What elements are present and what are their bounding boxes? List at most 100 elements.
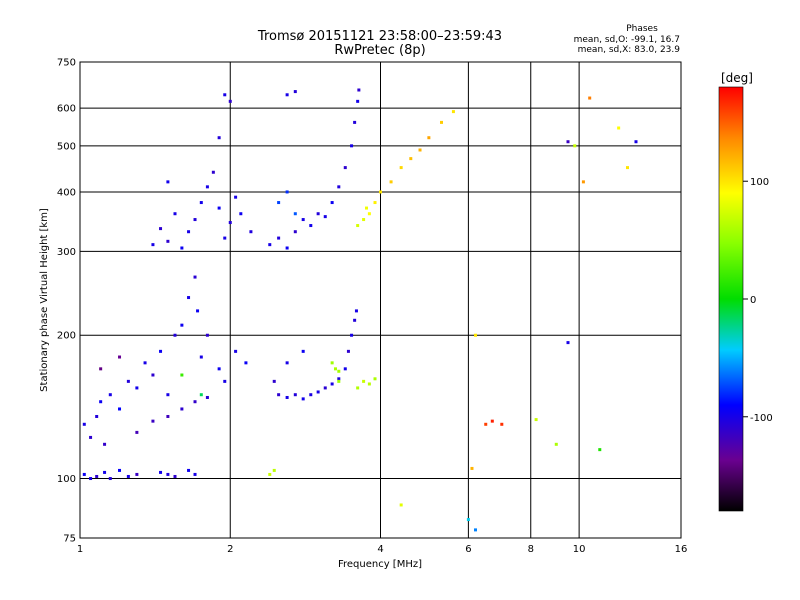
data-point bbox=[193, 275, 197, 279]
data-point bbox=[354, 309, 358, 313]
data-point bbox=[193, 472, 197, 476]
data-point bbox=[277, 393, 281, 397]
data-point bbox=[573, 144, 577, 148]
data-point bbox=[427, 136, 431, 140]
data-point bbox=[211, 170, 215, 174]
data-point bbox=[330, 201, 334, 205]
x-tick-label: 10 bbox=[573, 544, 586, 555]
data-point bbox=[205, 333, 209, 337]
data-point bbox=[293, 212, 297, 216]
data-point bbox=[118, 468, 122, 472]
data-point bbox=[95, 474, 99, 478]
data-point bbox=[277, 236, 281, 240]
data-point bbox=[362, 379, 366, 383]
data-point bbox=[159, 349, 163, 353]
data-point bbox=[126, 474, 130, 478]
y-tick-label: 300 bbox=[57, 247, 76, 258]
data-point bbox=[173, 212, 177, 216]
data-point bbox=[151, 243, 155, 247]
data-point bbox=[333, 367, 337, 371]
y-tick-label: 400 bbox=[57, 187, 76, 198]
data-point bbox=[193, 218, 197, 222]
data-point bbox=[135, 386, 139, 390]
data-point bbox=[82, 422, 86, 426]
data-point bbox=[357, 88, 361, 92]
data-point bbox=[143, 361, 147, 365]
data-point bbox=[89, 477, 93, 481]
data-point bbox=[166, 414, 170, 418]
colorbar-tick-label: -100 bbox=[750, 413, 773, 424]
data-point bbox=[337, 379, 341, 383]
data-point bbox=[367, 382, 371, 386]
data-point bbox=[173, 333, 177, 337]
data-point bbox=[466, 518, 470, 522]
chart-title: Tromsø 20151121 23:58:00–23:59:43 bbox=[257, 29, 502, 44]
data-point bbox=[239, 212, 243, 216]
plot-frame bbox=[79, 61, 682, 539]
data-point bbox=[228, 99, 232, 103]
data-point bbox=[217, 206, 221, 210]
data-point bbox=[566, 140, 570, 144]
data-point bbox=[205, 185, 209, 189]
data-point bbox=[166, 393, 170, 397]
data-point bbox=[205, 395, 209, 399]
data-point bbox=[337, 377, 341, 381]
data-point bbox=[330, 361, 334, 365]
data-point bbox=[451, 110, 455, 114]
data-point bbox=[337, 185, 341, 189]
data-point bbox=[126, 379, 130, 383]
data-point bbox=[588, 96, 592, 100]
data-point bbox=[490, 419, 494, 423]
data-point bbox=[293, 230, 297, 234]
data-point bbox=[151, 373, 155, 377]
data-point bbox=[418, 148, 422, 152]
data-point bbox=[196, 309, 200, 313]
data-point bbox=[223, 379, 227, 383]
data-point bbox=[367, 212, 371, 216]
stats-line-x: mean, sd,X: 83.0, 23.9 bbox=[578, 45, 681, 55]
data-point bbox=[350, 333, 354, 337]
data-point bbox=[350, 144, 354, 148]
data-point bbox=[365, 206, 369, 210]
data-point bbox=[285, 246, 289, 250]
colorbar-ticks: 100 0 -100 bbox=[743, 177, 773, 424]
data-point bbox=[199, 393, 203, 397]
data-point bbox=[566, 341, 570, 345]
colorbar-tick-label: 0 bbox=[750, 295, 756, 306]
data-point bbox=[159, 470, 163, 474]
data-point bbox=[301, 397, 305, 401]
data-point bbox=[108, 393, 112, 397]
data-point bbox=[356, 99, 360, 103]
data-point bbox=[323, 215, 327, 219]
y-tick-label: 75 bbox=[63, 534, 76, 545]
data-point bbox=[95, 414, 99, 418]
data-point bbox=[151, 419, 155, 423]
data-point bbox=[301, 349, 305, 353]
data-point bbox=[244, 361, 248, 365]
data-point bbox=[103, 470, 107, 474]
data-point bbox=[118, 355, 122, 359]
data-point bbox=[199, 201, 203, 205]
data-point bbox=[470, 466, 474, 470]
data-point bbox=[362, 218, 366, 222]
data-point bbox=[199, 355, 203, 359]
x-tick-label: 16 bbox=[675, 544, 688, 555]
data-point bbox=[159, 227, 163, 231]
data-point bbox=[108, 477, 112, 481]
data-point bbox=[399, 166, 403, 170]
data-point bbox=[166, 239, 170, 243]
data-point bbox=[187, 468, 191, 472]
data-point bbox=[356, 224, 360, 228]
data-point bbox=[625, 166, 629, 170]
data-point bbox=[187, 230, 191, 234]
data-point bbox=[330, 382, 334, 386]
data-point bbox=[99, 400, 103, 404]
data-point bbox=[409, 157, 413, 161]
data-point bbox=[166, 472, 170, 476]
data-point bbox=[316, 212, 320, 216]
y-tick-label: 200 bbox=[57, 331, 76, 342]
data-point bbox=[285, 361, 289, 365]
data-point bbox=[285, 190, 289, 194]
y-tick-label: 750 bbox=[57, 58, 76, 69]
data-point bbox=[180, 407, 184, 411]
